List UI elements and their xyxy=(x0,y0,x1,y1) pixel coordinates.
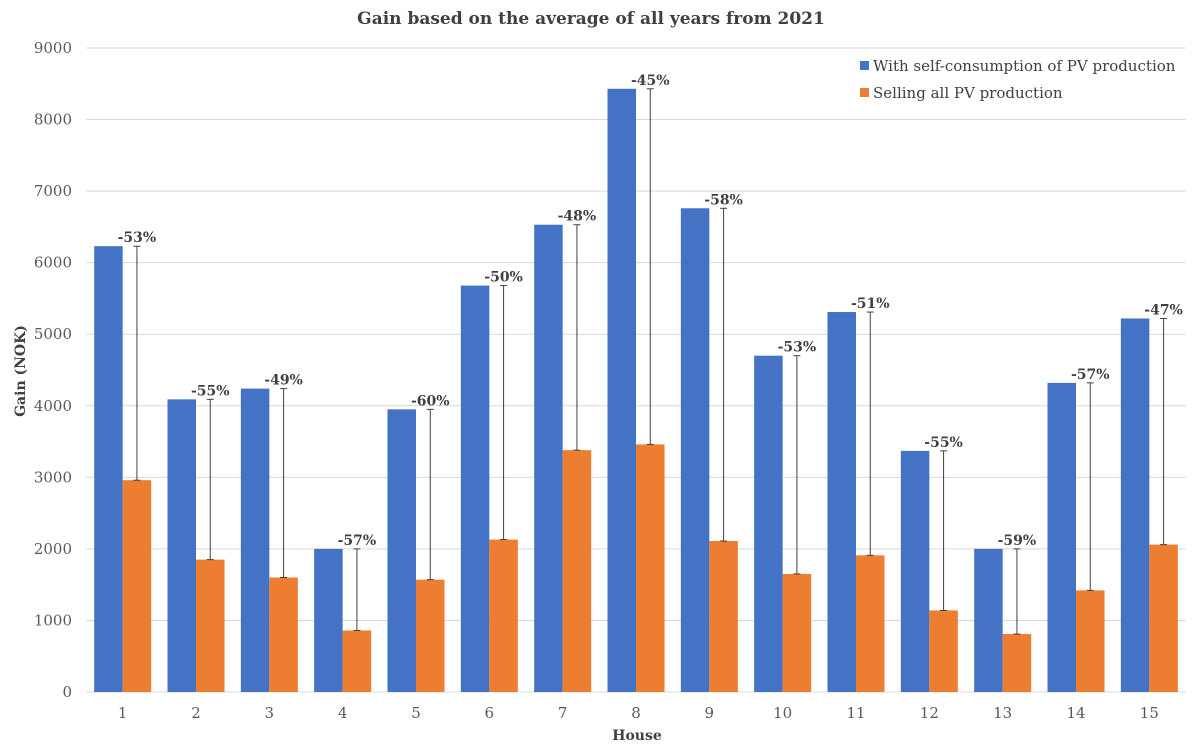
x-axis-ticks: 1 2 3 4 5 6 7 8 9 10 11 12 13 14 15 xyxy=(118,704,1159,722)
y-axis-label: Gain (NOK) xyxy=(13,325,29,417)
percent-change-label: -53% xyxy=(118,230,157,246)
x-tick-label: 3 xyxy=(265,704,275,722)
bar-self-consumption xyxy=(240,388,270,692)
percent-change-label: -59% xyxy=(998,533,1037,549)
bar-self-consumption xyxy=(827,312,856,692)
legend-label: Selling all PV production xyxy=(873,84,1063,102)
y-tick-label: 6000 xyxy=(34,254,72,272)
bar-selling xyxy=(416,579,445,692)
bars xyxy=(94,88,1178,693)
bar-self-consumption xyxy=(1120,318,1150,692)
x-tick-label: 7 xyxy=(558,704,568,722)
bar-selling xyxy=(196,559,225,692)
percent-change-label: -47% xyxy=(1144,302,1183,318)
percent-change-label: -45% xyxy=(631,73,670,89)
y-tick-label: 8000 xyxy=(34,111,72,129)
y-tick-label: 4000 xyxy=(34,397,72,415)
percent-change-label: -57% xyxy=(338,533,377,549)
y-tick-label: 1000 xyxy=(34,611,72,629)
bar-selling xyxy=(489,539,518,692)
percent-change-label: -55% xyxy=(191,383,230,399)
x-tick-label: 13 xyxy=(993,704,1012,722)
x-tick-label: 5 xyxy=(411,704,421,722)
y-tick-label: 7000 xyxy=(34,182,72,200)
x-tick-label: 11 xyxy=(846,704,865,722)
bar-selling xyxy=(856,555,885,692)
bar-self-consumption xyxy=(167,399,196,692)
bar-self-consumption xyxy=(460,285,490,692)
x-tick-label: 1 xyxy=(118,704,128,722)
bar-self-consumption xyxy=(754,355,783,692)
bar-self-consumption xyxy=(607,88,636,692)
percent-change-label: -48% xyxy=(558,209,597,225)
y-tick-label: 0 xyxy=(62,683,72,701)
bar-selling xyxy=(929,610,958,692)
bar-self-consumption xyxy=(387,409,416,692)
x-tick-label: 6 xyxy=(485,704,495,722)
bar-selling xyxy=(1002,634,1032,692)
error-bars xyxy=(133,88,1168,635)
bar-selling xyxy=(342,630,372,692)
y-tick-label: 9000 xyxy=(34,39,72,57)
percent-change-label: -58% xyxy=(704,192,743,208)
bar-selling xyxy=(122,480,152,692)
bar-self-consumption xyxy=(900,450,930,692)
x-tick-label: 2 xyxy=(191,704,201,722)
x-tick-label: 15 xyxy=(1140,704,1159,722)
bar-self-consumption xyxy=(974,548,1003,692)
percent-change-label: -53% xyxy=(778,340,817,356)
y-tick-label: 5000 xyxy=(34,325,72,343)
bar-selling xyxy=(636,444,665,692)
chart-title: Gain based on the average of all years f… xyxy=(357,9,825,29)
legend-label: With self-consumption of PV production xyxy=(873,57,1176,75)
bar-self-consumption xyxy=(94,246,123,692)
y-tick-label: 3000 xyxy=(34,468,72,486)
bar-selling xyxy=(1076,590,1105,692)
bar-selling xyxy=(562,450,592,692)
percent-change-label: -51% xyxy=(851,296,890,312)
bar-self-consumption xyxy=(1047,382,1076,692)
x-tick-label: 9 xyxy=(705,704,715,722)
y-tick-label: 2000 xyxy=(34,540,72,558)
annotations: -53% -55% -49% -57% -60% -50% -48% -45% -58% -53%… xyxy=(118,73,1183,549)
x-tick-label: 4 xyxy=(338,704,348,722)
percent-change-label: -50% xyxy=(484,270,523,286)
x-tick-label: 14 xyxy=(1066,704,1085,722)
bar-selling xyxy=(1149,544,1178,692)
legend-swatch xyxy=(860,88,869,97)
percent-change-label: -49% xyxy=(264,373,303,389)
percent-change-label: -55% xyxy=(924,435,963,451)
legend: With self-consumption of PV production Se… xyxy=(860,57,1176,102)
percent-change-label: -57% xyxy=(1071,367,1110,383)
bar-self-consumption xyxy=(534,224,563,692)
x-tick-label: 8 xyxy=(631,704,641,722)
y-axis-ticks: 0 1000 2000 3000 4000 5000 6000 7000 8000 9000 xyxy=(34,39,72,701)
bar-selling xyxy=(782,573,812,692)
legend-swatch xyxy=(860,61,869,70)
x-axis-label: House xyxy=(612,728,662,744)
x-tick-label: 12 xyxy=(920,704,939,722)
bar-self-consumption xyxy=(680,208,710,693)
bar-self-consumption xyxy=(314,548,343,692)
percent-change-label: -60% xyxy=(411,393,450,409)
bar-selling xyxy=(709,541,738,692)
x-tick-label: 10 xyxy=(773,704,792,722)
bar-selling xyxy=(269,577,298,692)
